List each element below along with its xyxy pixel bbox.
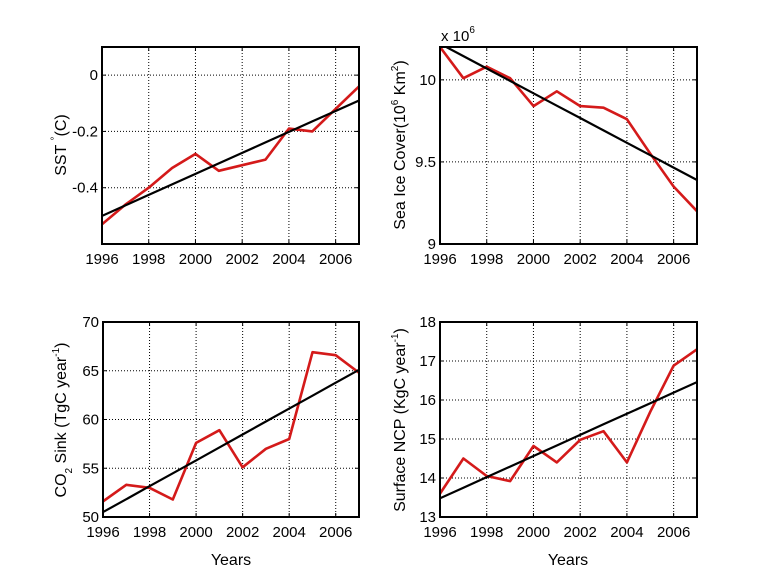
y-tick-label: 50: [82, 509, 99, 526]
x-axis-label: Years: [548, 552, 588, 569]
x-tick-labels: 1996 1998 2000 2002 2004 2006: [85, 251, 352, 268]
x-tick-label: 2000: [517, 524, 550, 541]
observed-line: [440, 47, 697, 213]
x-tick-label: 2006: [657, 251, 690, 268]
x-tick-labels: 1996 1998 2000 2002 2004 2006: [423, 524, 690, 541]
x-tick-label: 2004: [272, 524, 305, 541]
x-tick-labels: 1996 1998 2000 2002 2004 2006: [423, 251, 690, 268]
observed-line: [102, 85, 359, 226]
y-axis-label: SST °(C): [50, 114, 70, 176]
y-axis-label: CO2 Sink (TgC year-1): [51, 343, 75, 498]
x-tick-label: 2006: [319, 524, 352, 541]
axes-frame: [439, 46, 698, 245]
x-tick-label: 2002: [563, 251, 596, 268]
x-tick-label: 2000: [179, 251, 212, 268]
trend-line: [102, 99, 359, 217]
series: [103, 350, 359, 514]
series: [440, 47, 697, 213]
x-tick-label: 2002: [225, 251, 258, 268]
y-tick-labels: 50 55 60 65 70: [82, 314, 99, 526]
y-tick-label: 16: [419, 392, 436, 409]
y-tick-label: 9.5: [415, 154, 436, 171]
axes-frame: [101, 46, 360, 245]
y-tick-label: 14: [419, 470, 436, 487]
y-axis-label: Surface NCP (KgC year-1): [390, 328, 409, 512]
x-tick-label: 2006: [657, 524, 690, 541]
y-tick-labels: 9 9.5 10: [415, 72, 436, 253]
y-tick-labels: 13 14 15 16 17 18: [419, 314, 436, 526]
x-tick-label: 2004: [610, 524, 643, 541]
x-tick-label: 2004: [272, 251, 305, 268]
y-tick-label: 0: [90, 67, 98, 84]
axes-frame: [439, 321, 698, 518]
y-tick-label: 10: [419, 72, 436, 89]
y-tick-label: 17: [419, 353, 436, 370]
x-tick-label: 1996: [423, 524, 456, 541]
observed-line: [440, 348, 697, 495]
panel-surface-ncp: 1996 1998 2000 2002 2004 2006 13 14 15 16 17 18 Su…: [390, 314, 698, 569]
trend-line: [440, 381, 697, 500]
trend-line: [103, 368, 359, 514]
x-tick-label: 2004: [610, 251, 643, 268]
y-tick-label: 9: [428, 236, 436, 253]
x-tick-label: 1998: [470, 524, 503, 541]
panel-sea-ice: 1996 1998 2000 2002 2004 2006 9 9.5 10 x 106 Se…: [390, 25, 698, 268]
x-tick-label: 1998: [133, 524, 166, 541]
panel-sst: 1996 1998 2000 2002 2004 2006 -0.4 -0.2 0 SST °…: [50, 46, 360, 268]
x-tick-label: 1996: [423, 251, 456, 268]
y-tick-label: 55: [82, 460, 99, 477]
x-tick-label: 1998: [132, 251, 165, 268]
x-tick-label: 2006: [319, 251, 352, 268]
axes-frame: [102, 321, 360, 518]
y-tick-label: 18: [419, 314, 436, 331]
x-tick-label: 2002: [226, 524, 259, 541]
x-tick-label: 1996: [86, 524, 119, 541]
x-tick-label: 2000: [517, 251, 550, 268]
y-tick-label: 65: [82, 363, 99, 380]
y-tick-label: -0.2: [72, 123, 98, 140]
exponent-label: x 106: [441, 25, 475, 45]
y-tick-label: -0.4: [72, 180, 98, 197]
panel-co2-sink: 1996 1998 2000 2002 2004 2006 50 55 60 65 70 CO2 …: [51, 314, 360, 569]
y-tick-label: 13: [419, 509, 436, 526]
y-tick-labels: -0.4 -0.2 0: [72, 67, 98, 197]
y-tick-label: 15: [419, 431, 436, 448]
series: [440, 348, 697, 500]
x-tick-label: 2000: [179, 524, 212, 541]
y-axis-label: Sea Ice Cover(106 Km2): [390, 60, 409, 229]
x-tick-label: 1996: [85, 251, 118, 268]
grid: [102, 321, 359, 518]
y-tick-label: 70: [82, 314, 99, 331]
x-tick-label: 2002: [563, 524, 596, 541]
trend-line: [443, 47, 697, 181]
x-axis-label: Years: [211, 552, 251, 569]
x-tick-labels: 1996 1998 2000 2002 2004 2006: [86, 524, 352, 541]
x-tick-label: 1998: [470, 251, 503, 268]
y-tick-label: 60: [82, 412, 99, 429]
series: [102, 85, 359, 226]
